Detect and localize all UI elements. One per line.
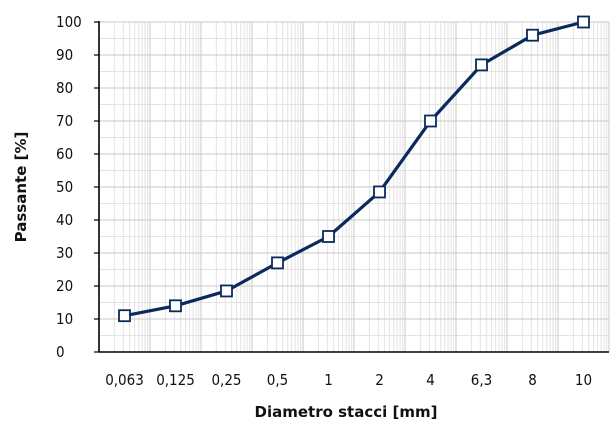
- data-point-marker: [526, 28, 539, 42]
- y-tick-label: 80: [56, 79, 73, 97]
- data-point-marker: [475, 58, 488, 72]
- data-point-marker: [118, 309, 131, 323]
- x-tick-label: 2: [375, 371, 384, 389]
- x-tick-label: 10: [575, 371, 592, 389]
- series-layer: [118, 15, 590, 323]
- data-point-marker: [220, 284, 233, 298]
- y-tick-label: 90: [56, 46, 73, 64]
- x-tick-label: 8: [528, 371, 537, 389]
- x-tick-label: 0,25: [211, 371, 241, 389]
- data-point-marker: [424, 114, 437, 128]
- data-point-marker: [169, 299, 182, 313]
- y-tick-label: 70: [56, 112, 73, 130]
- y-axis-title: Passante [%]: [12, 132, 30, 243]
- data-point-marker: [577, 15, 590, 29]
- y-tick-label: 40: [56, 211, 73, 229]
- series-line: [124, 20, 584, 318]
- major-gridlines: [98, 21, 610, 353]
- data-point-marker: [322, 230, 335, 243]
- y-tick-label: 10: [56, 310, 73, 328]
- y-tick-label: 20: [56, 277, 73, 295]
- x-tick-labels: 0,063 0,125 0,25 0,5 1 2 4 6,3 8 10: [105, 371, 592, 389]
- data-point-marker: [373, 185, 386, 199]
- x-tick-label: 1: [324, 371, 333, 389]
- x-tick-label: 0,063: [105, 371, 144, 389]
- x-tick-label: 4: [426, 371, 435, 389]
- data-point-marker: [271, 256, 284, 270]
- x-axis-title: Diametro stacci [mm]: [255, 403, 438, 421]
- x-tick-label: 6,3: [471, 371, 492, 389]
- y-tick-label: 50: [56, 178, 73, 196]
- y-tick-label: 0: [56, 343, 65, 361]
- y-tick-label: 60: [56, 145, 73, 163]
- y-tick-label: 30: [56, 244, 73, 262]
- x-tick-label: 0,5: [267, 371, 288, 389]
- y-tick-label: 100: [56, 13, 82, 31]
- y-tick-labels: 0 10 20 30 40 50 60 70 80 90 100: [56, 13, 99, 361]
- x-tick-label: 0,125: [156, 371, 195, 389]
